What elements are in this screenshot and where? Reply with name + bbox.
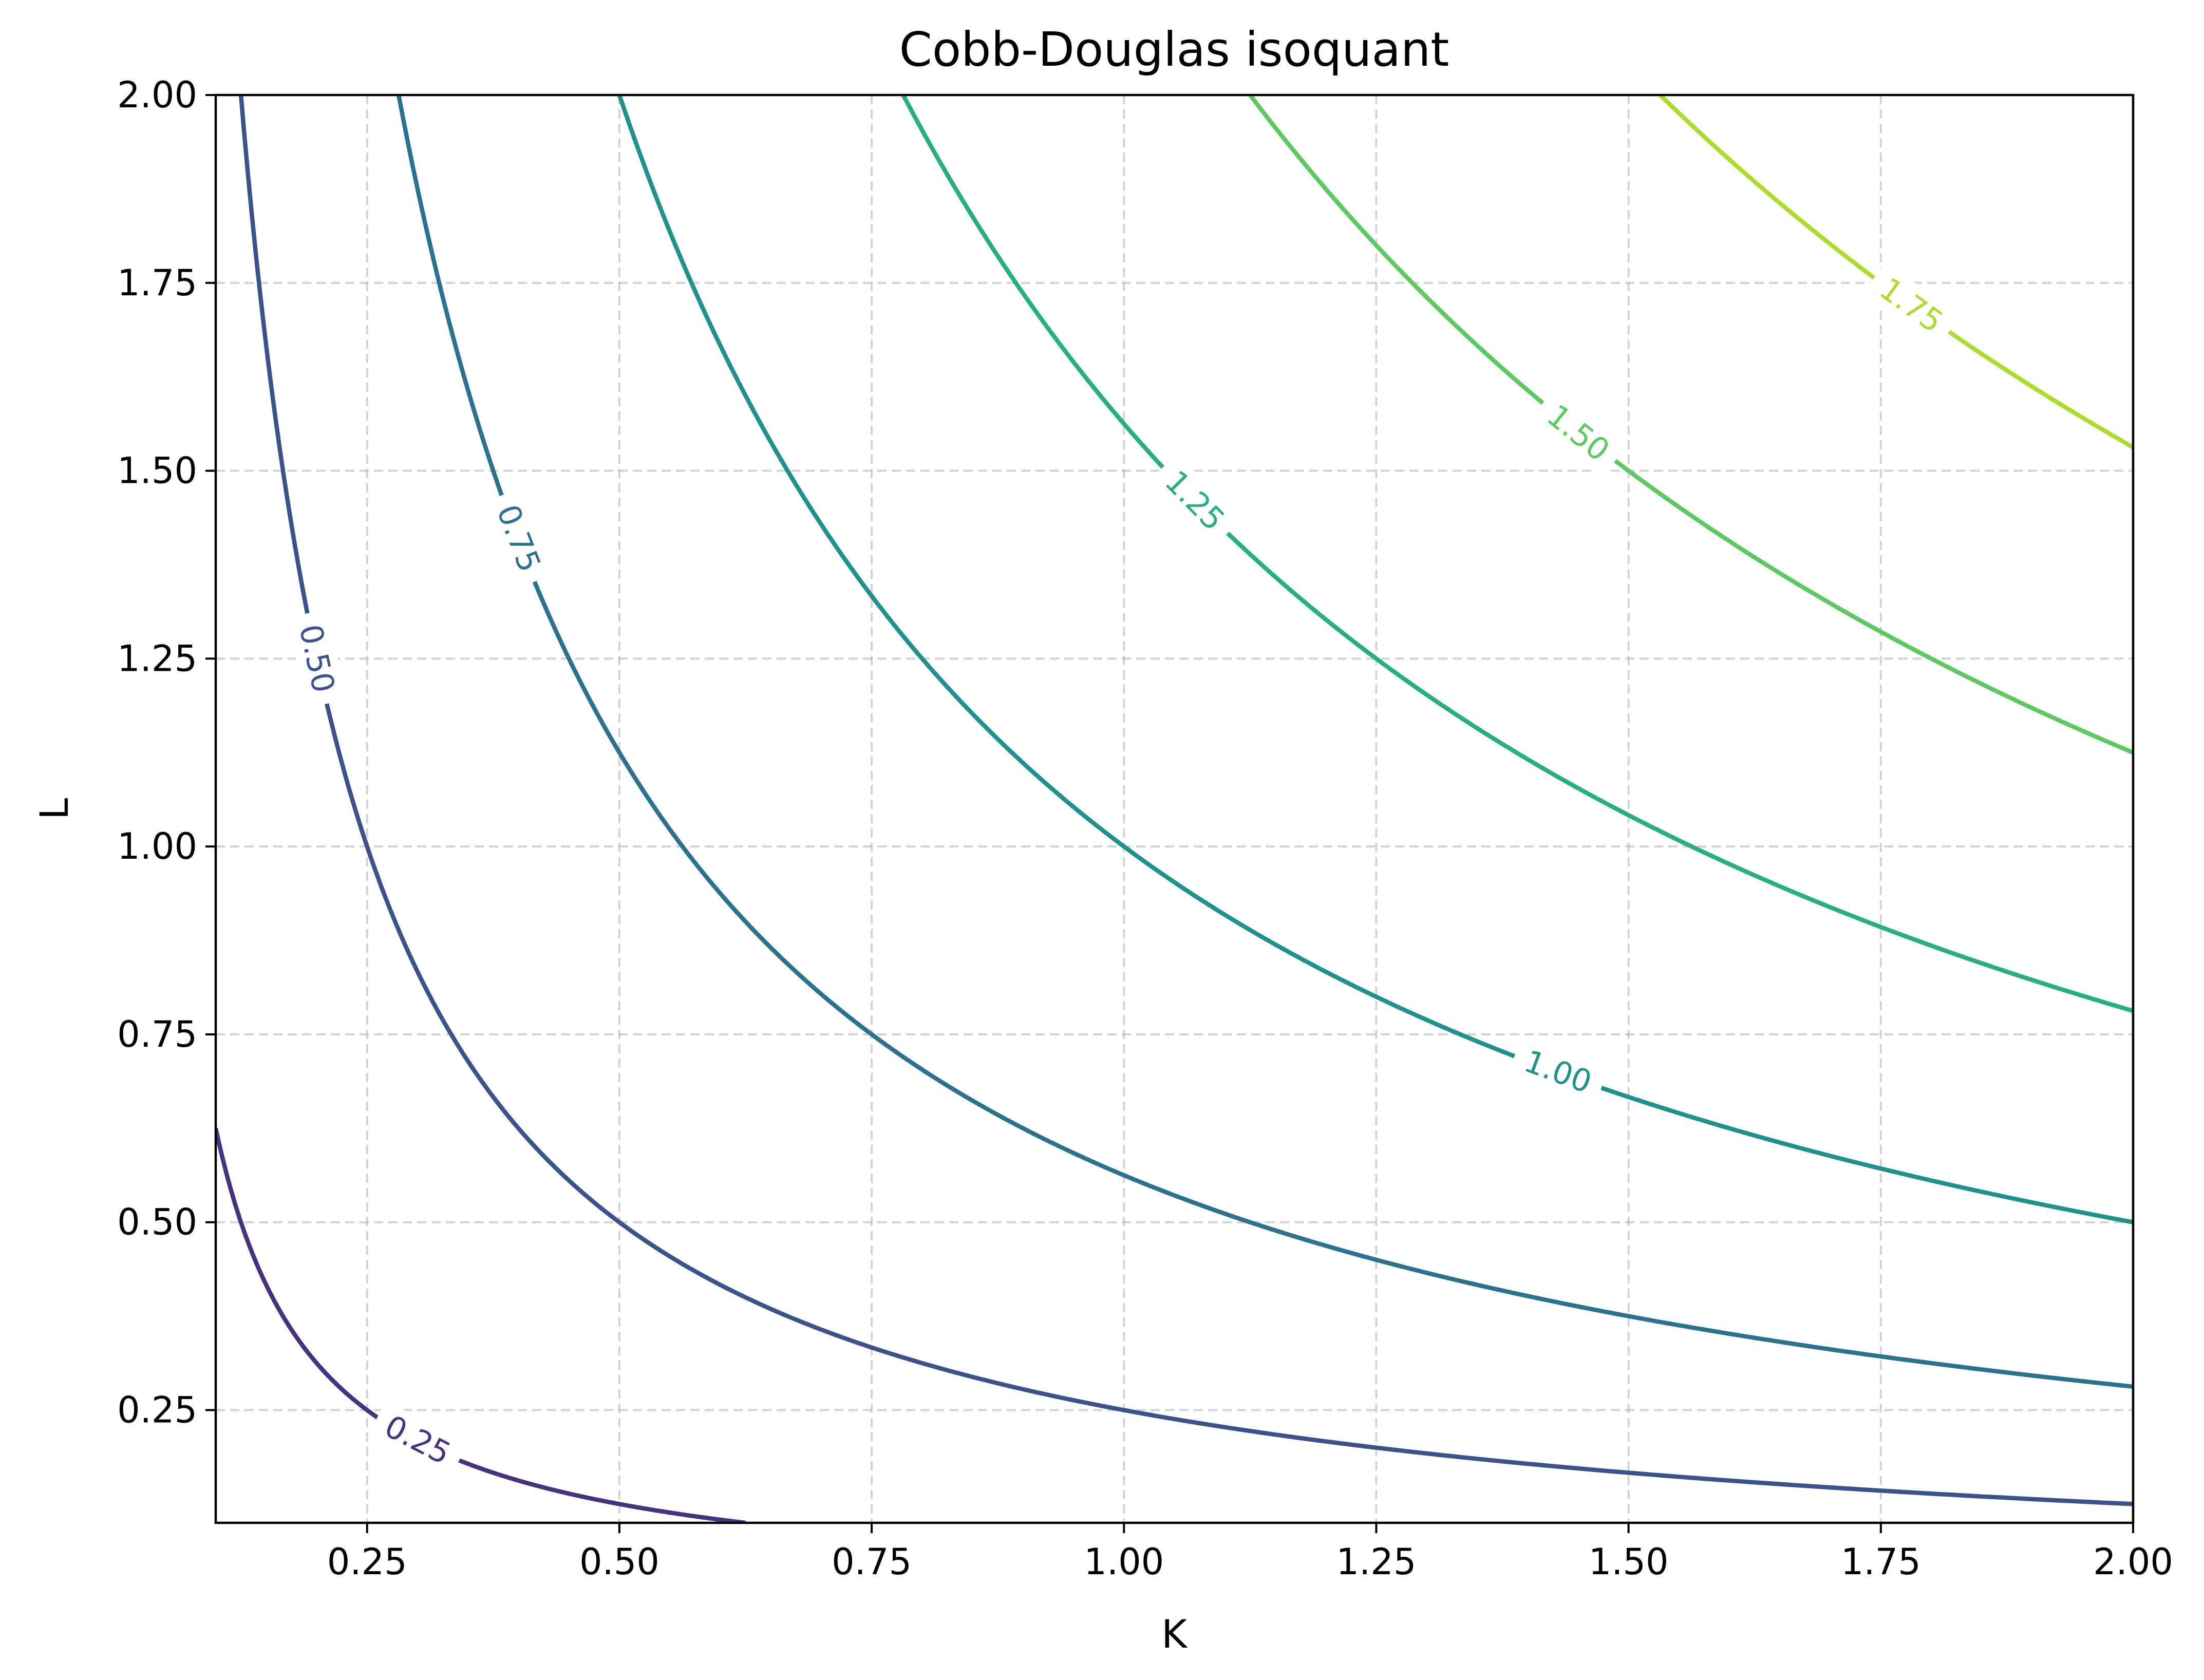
isoquant-line bbox=[216, 1127, 746, 1523]
contour-label-mask bbox=[287, 609, 347, 708]
x-tick-label: 0.50 bbox=[579, 1541, 660, 1583]
x-tick-label: 1.75 bbox=[1841, 1541, 1921, 1583]
plot-frame bbox=[214, 93, 2135, 1524]
y-tick-label: 1.75 bbox=[117, 262, 197, 304]
contour-label-mask bbox=[1861, 261, 1961, 349]
x-tick-label: 2.00 bbox=[2093, 1541, 2173, 1583]
x-tick-label: 0.25 bbox=[327, 1541, 407, 1583]
x-tick-label: 1.50 bbox=[1589, 1541, 1669, 1583]
x-axis-ticks: 0.25 0.50 0.75 1.00 1.25 1.50 1.75 2.00 bbox=[327, 1523, 2173, 1583]
y-tick-label: 0.75 bbox=[117, 1013, 197, 1055]
x-axis-label: K bbox=[1161, 1611, 1188, 1657]
y-axis-ticks: 0.25 0.50 0.75 1.00 1.25 1.50 1.75 2.00 bbox=[117, 74, 216, 1431]
contour-label-mask bbox=[482, 487, 554, 589]
y-tick-label: 1.00 bbox=[117, 825, 197, 867]
x-tick-label: 0.75 bbox=[832, 1541, 912, 1583]
x-tick-label: 1.25 bbox=[1336, 1541, 1417, 1583]
x-tick-label: 1.00 bbox=[1084, 1541, 1164, 1583]
contour-label-mask bbox=[1529, 388, 1627, 478]
y-axis-label: L bbox=[31, 798, 77, 820]
chart-title: Cobb-Douglas isoquant bbox=[899, 22, 1449, 77]
contour-label-mask bbox=[1507, 1036, 1609, 1107]
contour-label-mask bbox=[1147, 453, 1242, 549]
isoquant-line bbox=[1248, 95, 2133, 755]
y-tick-label: 0.25 bbox=[117, 1389, 197, 1431]
contour-label-mask bbox=[367, 1401, 468, 1480]
y-tick-label: 1.25 bbox=[117, 637, 197, 679]
y-tick-label: 0.50 bbox=[117, 1201, 197, 1243]
isoquant-line bbox=[901, 95, 2133, 1013]
y-tick-label: 2.00 bbox=[117, 74, 197, 116]
isoquant-line bbox=[617, 95, 2133, 1224]
y-tick-label: 1.50 bbox=[117, 450, 197, 492]
contour-labels: 0.250.500.751.001.251.501.75 bbox=[287, 261, 1961, 1480]
